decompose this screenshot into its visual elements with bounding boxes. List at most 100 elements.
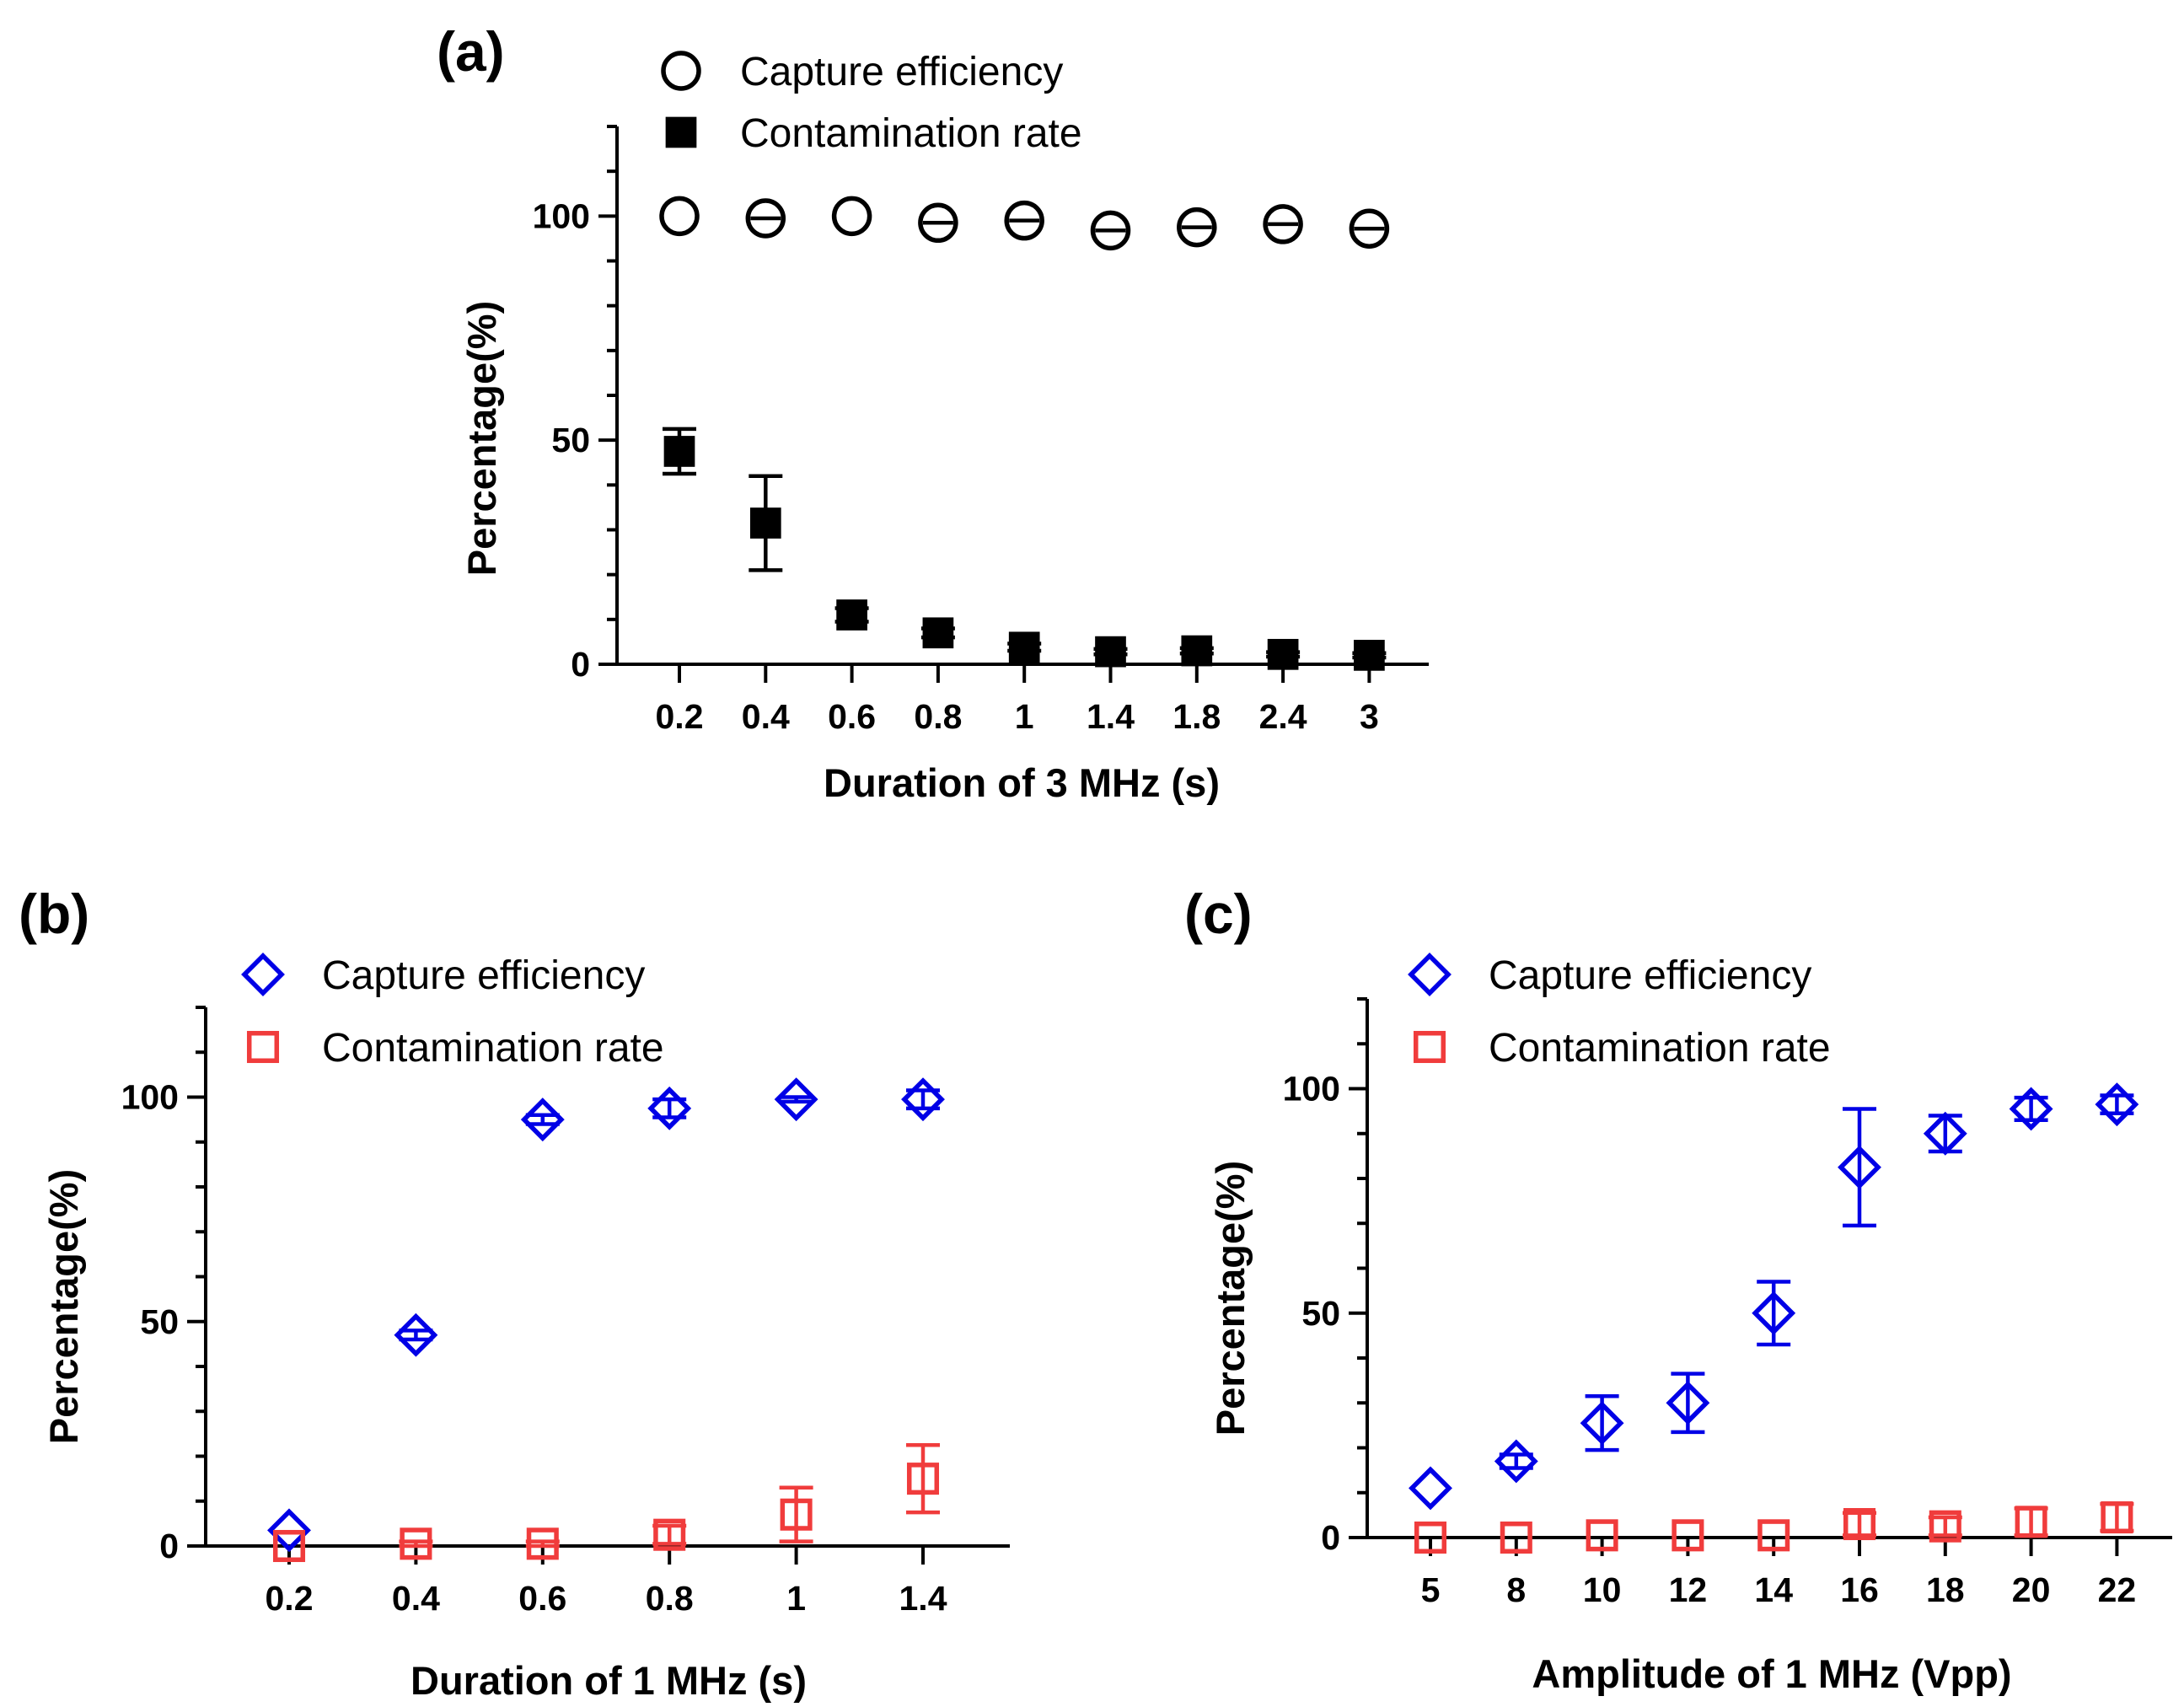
panel-c-point-contamination [1500,1521,1532,1554]
panel-a-legend-marker-contamination [665,116,697,148]
panel-b-y-tick-label: 0 [159,1527,179,1565]
panel-c-error-bar [1928,1515,1962,1538]
panel-c-point-capture [2095,1082,2139,1127]
panel-a-point-contamination [1267,638,1299,670]
panel-b-y-tick-label: 50 [140,1302,179,1341]
panel-b-legend-label-contamination: Contamination rate [322,1026,664,1071]
panel-b-error-bar [525,1113,560,1126]
panel-a-legend-label-contamination: Contamination rate [740,111,1082,156]
panel-a-plot: 0 50 100 0.2 0.4 0.6 0.8 1 1.4 1.8 2.4 3 [533,125,1429,736]
panel-b-point-capture [901,1077,945,1122]
panel-c-x-tick-label: 22 [2098,1570,2137,1609]
panel-b-point-contamination [526,1527,559,1560]
panel-c-series-capture [1409,1082,2139,1511]
panel-a-point-contamination [922,617,954,649]
panel-b-plot: 0 50 100 0.2 0.4 0.6 0.8 1 1.4 [121,1006,1010,1618]
panel-c-x-tick-label: 8 [1506,1570,1526,1609]
panel-a-y-tick-label: 50 [551,421,590,459]
panel-b-error-bar [779,1485,813,1543]
panel-b-point-contamination [906,1463,940,1495]
panel-a-point-contamination [663,436,695,467]
panel-c-point-contamination [1672,1519,1704,1552]
panel-a-x-tick-label: 0.6 [828,697,876,736]
panel-a-point-contamination [1095,636,1126,668]
panel-c-point-capture [1494,1439,1538,1484]
panel-c-error-bar [1928,1114,1962,1154]
legend-marker-shape [665,116,697,148]
panel-a-x-tick-label: 0.4 [742,697,790,736]
panel-a-series-contamination [663,427,1387,671]
panel-c-point-contamination [1414,1521,1447,1554]
panel-c-point-contamination [2015,1506,2047,1538]
panel-c-x-tick-label: 14 [1754,1570,1793,1609]
panel-b: (b) 0 50 100 0.2 0.4 0.6 0.8 1 1.4 Duration of 1… [19,883,1010,1703]
panel-c-x-tick-label: 20 [2012,1570,2051,1609]
panel-c-x-tick-label: 12 [1669,1570,1708,1609]
panel-c-x-tick-label: 5 [1421,1570,1441,1609]
legend-marker-shape [1408,953,1452,996]
panel-b-point-capture [774,1077,818,1122]
panel-a-x-tick-label: 1.4 [1087,697,1135,736]
panel-c-y-tick-label: 100 [1283,1070,1340,1108]
panel-b-x-axis-title: Duration of 1 MHz (s) [411,1658,807,1703]
panel-a-point-contamination [1008,631,1040,663]
panel-c-point-contamination [1586,1519,1618,1552]
panel-b-point-capture [520,1098,565,1142]
panel-a-legend-marker-capture [661,51,701,91]
panel-a-series-capture [659,196,1390,251]
panel-a-point-contamination [1181,635,1213,667]
panel-c-legend-marker-capture [1408,953,1452,996]
panel-b-error-bar [652,1523,687,1546]
panel-b-label: (b) [19,883,89,945]
panel-c-point-contamination [1757,1519,1790,1552]
panel-c-y-tick-label: 50 [1301,1294,1340,1333]
panel-b-series-contamination [272,1442,940,1563]
panel-c-legend-marker-contamination [1413,1030,1446,1064]
panel-b-x-tick-label: 0.4 [392,1579,440,1618]
panel-c-point-capture [2009,1087,2053,1131]
panel-b-y-tick-label: 100 [121,1078,179,1117]
panel-c: (c) 0 50 100 5 8 10 12 14 16 18 20 22 Amplitude of … [1184,883,2172,1696]
panel-b-y-axis-title: Percentage(%) [41,1169,86,1445]
panel-c-series-contamination [1414,1501,2134,1554]
panel-c-error-bar [1757,1280,1791,1347]
panel-b-point-contamination [780,1498,813,1531]
panel-a: (a) 0 50 100 0.2 0.4 0.6 0.8 1 1.4 1.8 2.4 3 Durati… [437,20,1429,805]
panel-b-point-contamination [653,1518,686,1551]
panel-b-x-tick-label: 1 [786,1579,806,1618]
panel-c-y-tick-label: 0 [1321,1518,1340,1557]
panel-c-point-contamination [1929,1510,1961,1543]
panel-b-x-tick-label: 0.6 [518,1579,566,1618]
panel-a-x-tick-label: 1.8 [1172,697,1221,736]
panel-b-error-bar [399,1329,433,1342]
panel-b-legend-marker-contamination [246,1030,280,1064]
panel-c-y-axis-title: Percentage(%) [1208,1161,1253,1436]
panel-a-point-contamination [749,507,781,539]
panel-a-x-tick-label: 1 [1015,697,1034,736]
panel-b-error-bar [779,1095,813,1104]
panel-c-error-bar [1843,1107,1876,1228]
panel-a-x-tick-label: 2.4 [1259,697,1307,736]
panel-b-legend-marker-capture [241,953,285,996]
panel-a-point-contamination [1354,640,1385,671]
panel-b-x-tick-label: 1.4 [899,1579,947,1618]
panel-c-x-axis-title: Amplitude of 1 MHz (Vpp) [1532,1651,2011,1696]
panel-a-legend: Capture efficiency Contamination rate [661,50,1082,156]
panel-b-point-capture [647,1086,692,1130]
panel-b-point-capture [394,1312,438,1357]
panel-c-x-tick-label: 10 [1583,1570,1622,1609]
panel-a-point-capture [831,196,872,237]
panel-a-point-capture [659,196,700,237]
panel-c-plot: 0 50 100 5 8 10 12 14 16 18 20 22 [1283,997,2172,1609]
panel-a-x-axis-title: Duration of 3 MHz (s) [824,760,1220,805]
panel-a-legend-label-capture: Capture efficiency [740,50,1063,94]
panel-b-point-contamination [272,1529,306,1563]
panel-c-x-tick-label: 18 [1926,1570,1965,1609]
panel-c-label: (c) [1184,883,1253,945]
panel-b-point-contamination [400,1527,432,1560]
panel-c-point-capture [1923,1111,1967,1156]
panel-c-error-bar [2014,1095,2048,1123]
panel-b-legend-label-capture: Capture efficiency [322,953,645,998]
panel-a-y-tick-label: 0 [571,645,590,684]
